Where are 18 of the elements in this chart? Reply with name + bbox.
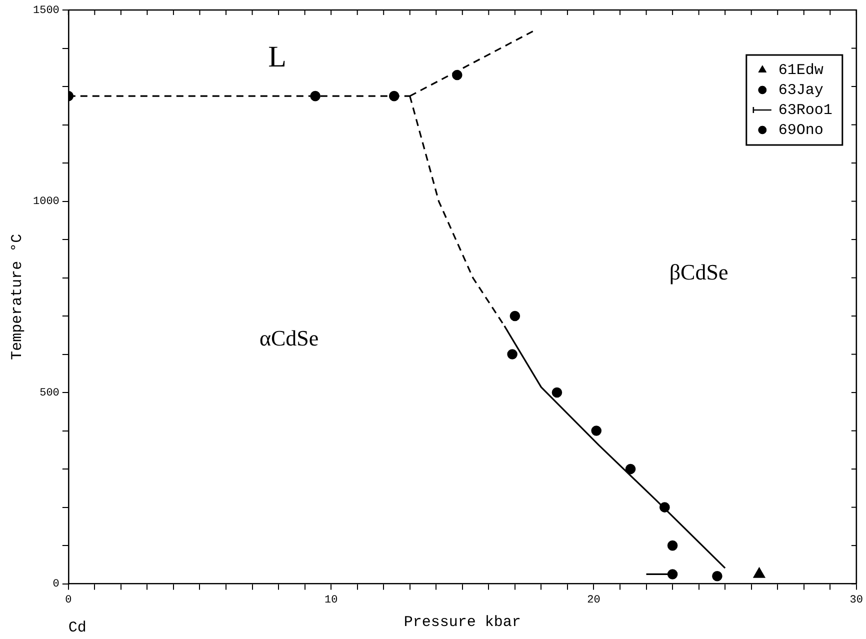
x-tick-label: 0 [65,594,72,606]
text: Cd [68,619,86,636]
x-tick-label: 20 [587,594,600,606]
x-axis-title: Pressure kbar [404,614,521,631]
legend-label: 63Jay [778,82,824,99]
annotation: βCdSe [669,260,728,285]
y-tick-label: 0 [52,578,60,591]
legend-label: 69Ono [778,122,824,139]
x-tick-label: 10 [324,594,338,606]
y-axis-title: Temperature °C [8,234,26,360]
y-tick-label: 500 [40,387,60,400]
annotation: αCdSe [259,326,319,351]
y-tick-label: 1000 [33,196,60,208]
legend-label: 63Roo1 [778,102,832,119]
x-tick-label: 30 [850,594,863,606]
legend-label: 61Edw [778,62,824,79]
y-tick-label: 1500 [33,4,60,17]
annotation: L [268,40,286,74]
